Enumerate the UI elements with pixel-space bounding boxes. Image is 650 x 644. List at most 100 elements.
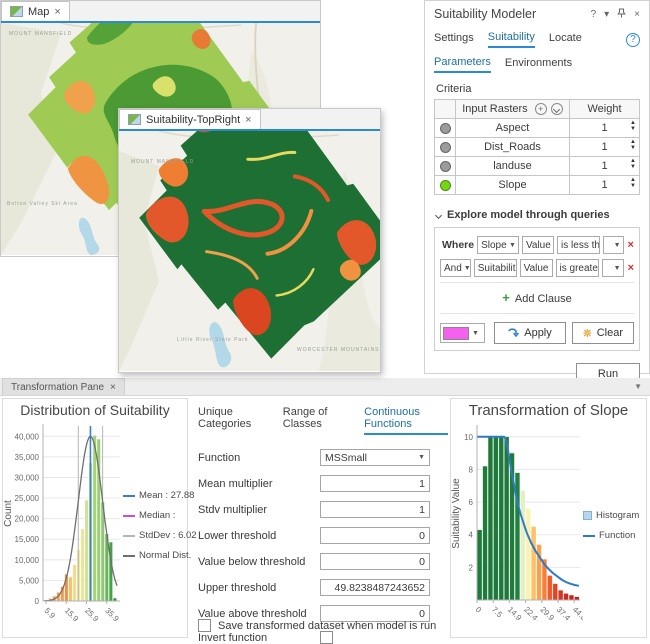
- map1-tab-label: Map: [28, 6, 49, 18]
- apply-button[interactable]: Apply: [494, 322, 566, 344]
- weight-stepper[interactable]: ▲▼: [630, 158, 636, 170]
- legend-line-icon: [123, 495, 135, 497]
- raster-name[interactable]: Slope: [456, 176, 570, 195]
- weight-cell[interactable]: 1▲▼: [570, 138, 640, 157]
- clear-icon: [583, 328, 592, 338]
- close-icon[interactable]: ×: [634, 9, 640, 20]
- save-transformed-checkbox[interactable]: [198, 619, 211, 632]
- svg-text:30,000: 30,000: [15, 473, 40, 482]
- svg-text:44.8: 44.8: [571, 605, 583, 623]
- part-dropdown[interactable]: Value▼: [520, 259, 553, 277]
- value-dropdown[interactable]: ▼: [603, 236, 624, 254]
- weight-stepper[interactable]: ▲▼: [630, 177, 636, 189]
- help-badge-icon[interactable]: ?: [626, 33, 640, 47]
- legend-item: StdDev : 6.02: [123, 530, 185, 541]
- number-input[interactable]: 49.8238487243652: [320, 579, 430, 596]
- weight-stepper[interactable]: ▲▼: [630, 120, 636, 132]
- svg-text:29.9: 29.9: [538, 605, 556, 623]
- field-dropdown[interactable]: Suitabilit▼: [474, 259, 517, 277]
- help-icon[interactable]: ?: [591, 9, 597, 20]
- number-input[interactable]: 1: [320, 501, 430, 518]
- form-field-row: Stdv multiplier1: [198, 501, 448, 518]
- criteria-col-weight: Weight: [570, 100, 640, 119]
- chart-title: Distribution of Suitability: [3, 399, 187, 418]
- number-input[interactable]: 0: [320, 527, 430, 544]
- subtab-environments[interactable]: Environments: [505, 57, 572, 72]
- modeler-subtabs: Parameters Environments: [434, 56, 640, 73]
- svg-text:15,000: 15,000: [15, 535, 40, 544]
- field-label: Stdv multiplier: [198, 504, 320, 516]
- subtab-parameters[interactable]: Parameters: [434, 56, 491, 73]
- svg-text:20,000: 20,000: [15, 515, 40, 524]
- raster-name[interactable]: landuse: [456, 157, 570, 176]
- color-picker[interactable]: ▼: [440, 323, 485, 343]
- pin-icon[interactable]: [617, 8, 626, 21]
- svg-text:35.9: 35.9: [103, 606, 121, 624]
- criteria-col-rasters: Input Rasters +: [456, 100, 570, 119]
- map2-tab-label: Suitability-TopRight: [146, 114, 240, 126]
- weight-cell[interactable]: 1▲▼: [570, 119, 640, 138]
- tab-unique-categories[interactable]: Unique Categories: [198, 406, 270, 435]
- svg-text:8: 8: [469, 465, 474, 474]
- operator-dropdown[interactable]: is greater▼: [556, 259, 600, 277]
- raster-dropdown-icon[interactable]: [551, 103, 563, 115]
- status-dot: [440, 123, 451, 134]
- number-input[interactable]: 0: [320, 553, 430, 570]
- query-builder: WhereSlope▼Value▼is less th▼▼×And▼Suitab…: [434, 227, 640, 351]
- svg-text:2: 2: [469, 563, 474, 572]
- field-label: Invert function: [198, 632, 320, 644]
- legend-item: Median :: [123, 510, 185, 521]
- svg-text:0: 0: [474, 605, 484, 615]
- value-dropdown[interactable]: ▼: [602, 259, 623, 277]
- raster-name[interactable]: Aspect: [456, 119, 570, 138]
- map1-tab[interactable]: Map ×: [1, 1, 70, 21]
- svg-text:14.9: 14.9: [506, 605, 524, 623]
- status-dot: [440, 142, 451, 153]
- number-input[interactable]: 1: [320, 475, 430, 492]
- tab-settings[interactable]: Settings: [434, 32, 474, 47]
- function-select[interactable]: MSSmall▼: [320, 449, 430, 466]
- status-dot: [440, 180, 451, 191]
- operator-dropdown[interactable]: is less th▼: [557, 236, 600, 254]
- close-icon[interactable]: ×: [110, 382, 116, 393]
- remove-clause-icon[interactable]: ×: [628, 239, 634, 251]
- criteria-row[interactable]: landuse1▲▼: [435, 157, 640, 176]
- field-label: Upper threshold: [198, 582, 320, 594]
- explore-queries-header[interactable]: Explore model through queries: [436, 209, 640, 221]
- slope-chart: Transformation of Slope 24681007.514.922…: [450, 398, 647, 638]
- weight-stepper[interactable]: ▲▼: [630, 139, 636, 151]
- tab-suitability[interactable]: Suitability: [488, 31, 535, 48]
- transformation-pane: Transformation Pane × ▼ Distribution of …: [0, 378, 650, 640]
- clear-button[interactable]: Clear: [572, 322, 634, 344]
- save-transformed-label: Save transformed dataset when model is r…: [218, 620, 436, 632]
- close-icon[interactable]: ×: [245, 114, 251, 126]
- pane-dropdown-icon[interactable]: ▼: [634, 382, 642, 391]
- menu-dropdown-icon[interactable]: ▾: [604, 9, 609, 20]
- raster-name[interactable]: Dist_Roads: [456, 138, 570, 157]
- map2-tab[interactable]: Suitability-TopRight ×: [119, 109, 261, 129]
- criteria-row[interactable]: Dist_Roads1▲▼: [435, 138, 640, 157]
- tab-locate[interactable]: Locate: [549, 32, 582, 47]
- weight-cell[interactable]: 1▲▼: [570, 157, 640, 176]
- where-label: Where: [440, 239, 474, 251]
- add-raster-icon[interactable]: +: [535, 103, 547, 115]
- legend-label: Function: [599, 530, 635, 541]
- criteria-row[interactable]: Aspect1▲▼: [435, 119, 640, 138]
- add-clause-button[interactable]: +Add Clause: [440, 282, 634, 305]
- tab-range-of-classes[interactable]: Range of Classes: [283, 406, 351, 435]
- field-dropdown[interactable]: Slope▼: [477, 236, 519, 254]
- remove-clause-icon[interactable]: ×: [628, 262, 634, 274]
- form-field-row: Upper threshold49.8238487243652: [198, 579, 448, 596]
- invert-function-checkbox[interactable]: [320, 631, 333, 644]
- map2-canvas[interactable]: MOUNT MANSFIELDLittle River State ParkWO…: [119, 131, 380, 371]
- transformation-pane-strip: Transformation Pane × ▼: [0, 378, 650, 396]
- criteria-row[interactable]: Slope1▲▼: [435, 176, 640, 195]
- part-dropdown[interactable]: Value▼: [522, 236, 554, 254]
- transformation-pane-tab[interactable]: Transformation Pane ×: [2, 378, 125, 395]
- color-swatch: [443, 327, 469, 340]
- weight-cell[interactable]: 1▲▼: [570, 176, 640, 195]
- close-icon[interactable]: ×: [54, 6, 60, 18]
- tab-continuous-functions[interactable]: Continuous Functions: [364, 406, 448, 435]
- criteria-table: Input Rasters + Weight Aspect1▲▼Dist_Roa…: [434, 99, 640, 195]
- conjunction-dropdown[interactable]: And▼: [440, 259, 471, 277]
